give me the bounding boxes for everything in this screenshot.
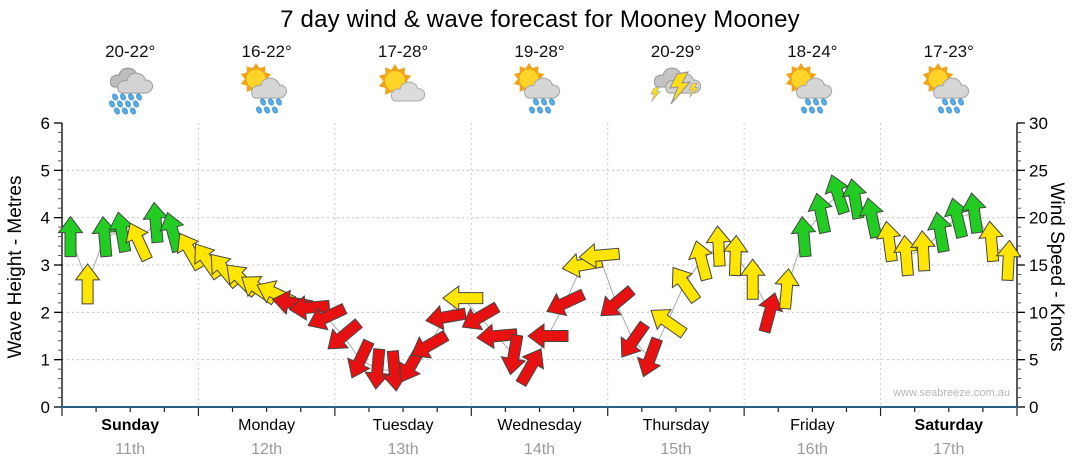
wind-axis-tick-label: 30 [1029, 114, 1048, 133]
wind-arrow [410, 330, 450, 359]
wind-axis-tick-label: 25 [1029, 161, 1048, 180]
wind-arrow [910, 229, 936, 272]
wind-axis-tick-label: 20 [1029, 209, 1048, 228]
wind-axis-tick-label: 15 [1029, 256, 1048, 275]
day-temp-range: 17-28° [377, 42, 429, 61]
wind-arrow [807, 192, 833, 235]
wave-axis-tick-label: 5 [41, 161, 50, 180]
wind-arrow [578, 242, 621, 269]
sun-cloud-rain-icon [236, 63, 298, 117]
day-date-label: 13th [387, 441, 419, 458]
day-temp-range: 18-24° [787, 42, 838, 61]
sun-cloud-rain-icon [509, 63, 571, 117]
wind-arrow [739, 258, 766, 300]
day-name-label: Friday [790, 417, 835, 434]
wind-arrow [57, 215, 84, 258]
wave-axis-tick-label: 1 [41, 351, 50, 370]
wind-arrow [705, 225, 732, 267]
wind-arrow [722, 234, 749, 277]
day-temp-range: 16-22° [241, 42, 292, 61]
wind-arrow [943, 197, 970, 240]
wind-arrow [515, 348, 545, 388]
rain-icon [99, 63, 161, 117]
wave-axis-tick-label: 2 [41, 303, 50, 322]
day-date-label: 11th [115, 441, 146, 458]
page-title: 7 day wind & wave forecast for Mooney Mo… [280, 6, 800, 33]
wind-arrow [500, 333, 527, 376]
wind-arrow [288, 294, 331, 321]
wind-arrow [995, 239, 1022, 282]
wind-arrow [620, 320, 650, 358]
wave-axis-tick-label: 0 [41, 398, 50, 417]
wind-arrow [476, 323, 518, 350]
wind-arrow [688, 240, 714, 282]
day-date-label: 12th [251, 441, 283, 458]
wind-arrow [926, 211, 953, 254]
wind-arrow [978, 220, 1005, 263]
wind-arrow [91, 215, 118, 258]
wind-arrow [546, 288, 587, 317]
day-temp-range: 20-22° [105, 42, 156, 61]
day-date-label: 15th [660, 441, 692, 458]
wind-arrow [858, 197, 884, 239]
wind-arrow [671, 266, 702, 305]
day-name-label: Thursday [642, 417, 710, 434]
wave-height-axis-title: Wave Height - Metres [5, 175, 26, 359]
wave-axis-tick-label: 6 [41, 114, 50, 133]
wind-arrow [774, 267, 801, 310]
day-date-label: 14th [523, 441, 556, 458]
wind-axis-tick-label: 0 [1029, 398, 1038, 417]
wind-axis-tick-label: 10 [1029, 303, 1048, 322]
sun-cloud-icon [372, 63, 434, 117]
wind-arrow [441, 285, 484, 312]
wind-arrow [636, 336, 663, 378]
wind-arrow [461, 301, 501, 331]
wind-arrow [790, 215, 817, 258]
watermark: www.seabreeze.com.au [893, 387, 1010, 399]
wind-arrow [307, 302, 348, 331]
wind-arrow [758, 292, 784, 334]
wind-arrow [74, 263, 101, 305]
day-name-label: Tuesday [372, 417, 434, 434]
sun-cloud-rain-icon [781, 63, 843, 117]
wave-axis-tick-label: 4 [41, 209, 50, 228]
wind-arrow [347, 338, 375, 379]
day-name-label: Sunday [101, 417, 160, 434]
wind-arrow [327, 318, 363, 350]
wind-arrow [961, 192, 987, 235]
wind-arrow [527, 323, 569, 349]
wind-arrow [125, 222, 153, 263]
day-temp-range: 19-28° [514, 42, 565, 61]
wave-axis-tick-label: 3 [41, 256, 50, 275]
sun-cloud-rain-icon [918, 63, 980, 117]
wind-axis-tick-label: 5 [1029, 351, 1038, 370]
wind-arrow [425, 304, 467, 331]
day-date-label: 16th [796, 441, 828, 458]
day-name-label: Wednesday [497, 417, 582, 434]
wind-arrow [650, 309, 688, 339]
wind-arrow [364, 348, 391, 390]
day-date-label: 17th [933, 441, 965, 458]
day-temp-range: 20-29° [650, 42, 702, 61]
day-name-label: Saturday [914, 417, 984, 434]
day-temp-range: 17-23° [923, 42, 974, 61]
day-name-label: Monday [238, 417, 296, 434]
wind-arrow [841, 178, 868, 220]
thunderstorm-icon [645, 63, 707, 117]
wind-arrow [600, 285, 636, 317]
wind-speed-axis-title: Wind Speed - Knots [1046, 182, 1067, 352]
